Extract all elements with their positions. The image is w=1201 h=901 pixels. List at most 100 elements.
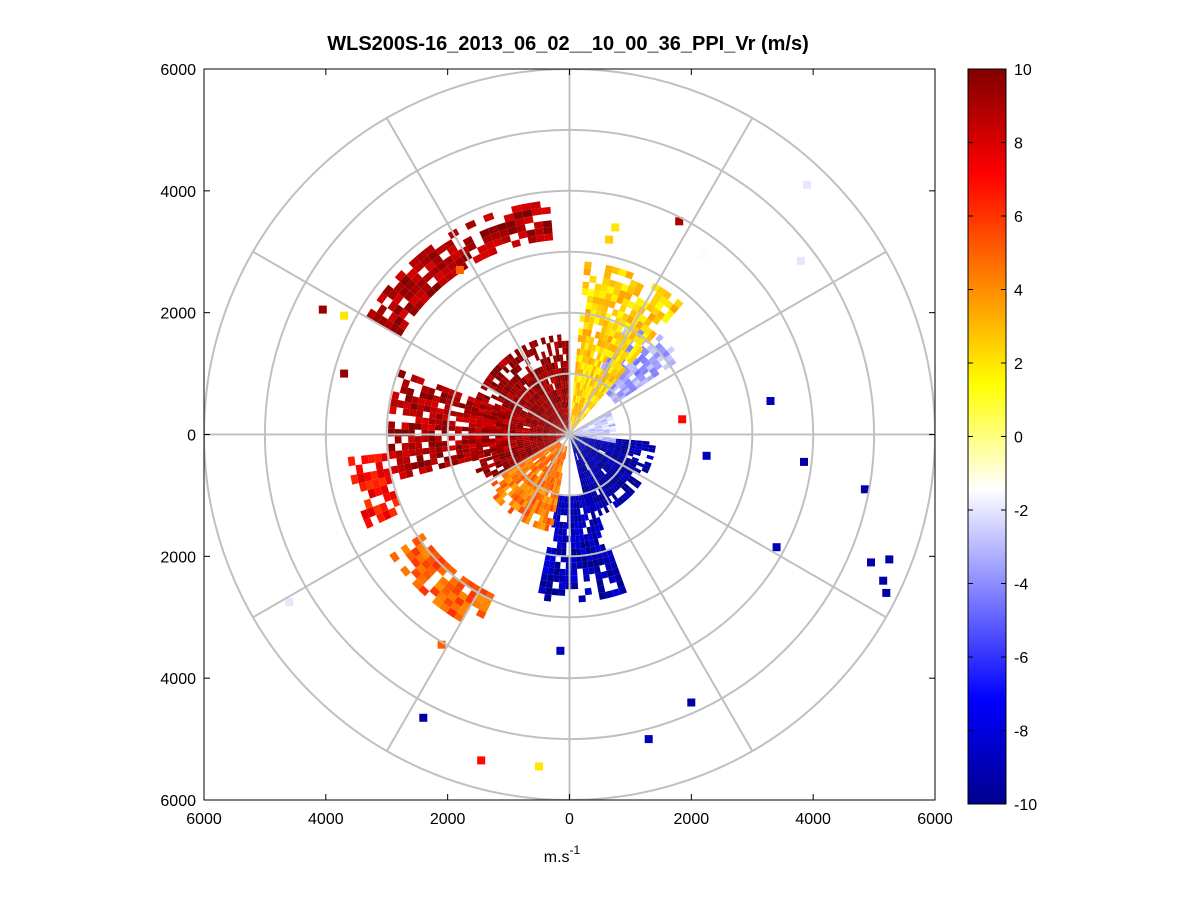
data-cell [536, 382, 542, 390]
data-cell [596, 431, 603, 433]
data-cell [557, 410, 562, 417]
data-cell [548, 560, 556, 569]
data-cell [414, 436, 422, 443]
data-cell [538, 420, 546, 425]
data-cell [575, 548, 582, 556]
data-cell [545, 422, 552, 426]
data-cell [530, 505, 537, 513]
data-cell [609, 429, 617, 432]
data-cell [563, 360, 567, 368]
data-cell [634, 479, 642, 486]
data-cell [594, 545, 602, 553]
data-cell [601, 305, 609, 314]
data-cell [388, 421, 396, 429]
data-cell [582, 427, 589, 431]
data-cell [415, 448, 423, 456]
data-cell [583, 398, 588, 406]
data-cell [429, 586, 441, 597]
data-cell [534, 353, 540, 361]
data-cell [570, 495, 574, 503]
data-cell [420, 282, 432, 294]
data-cell [549, 430, 557, 433]
data-cell [613, 450, 621, 455]
data-cell [539, 358, 546, 366]
data-cell [577, 419, 583, 425]
data-cell [651, 370, 660, 378]
data-cell [621, 445, 629, 450]
data-cell [509, 425, 517, 429]
data-cell [355, 464, 364, 475]
data-cell [551, 477, 556, 485]
data-cell [515, 431, 523, 434]
data-cell [544, 587, 553, 595]
data-cell [571, 440, 575, 448]
data-cell [594, 331, 601, 339]
data-cell [585, 492, 590, 500]
data-cell [501, 403, 509, 409]
data-cell [437, 276, 449, 287]
data-cell [426, 565, 437, 576]
data-point-13 [419, 713, 428, 722]
data-cell [543, 437, 550, 440]
data-cell [601, 441, 609, 445]
data-cell [583, 406, 588, 413]
data-cell [498, 452, 506, 458]
data-cell [575, 402, 578, 410]
data-cell [554, 441, 561, 447]
data-cell [598, 591, 607, 600]
data-cell [456, 449, 464, 455]
data-cell [570, 422, 573, 429]
data-cell [607, 418, 615, 423]
data-cell [661, 314, 671, 324]
data-cell [558, 501, 562, 509]
data-cell [575, 436, 583, 439]
data-cell [646, 303, 655, 313]
data-cell [586, 506, 591, 514]
data-cell [580, 442, 587, 447]
data-cell [556, 457, 560, 465]
data-cell [544, 424, 551, 428]
data-cell [600, 386, 607, 394]
data-cell [534, 384, 540, 392]
data-cell [489, 421, 497, 426]
data-cell [629, 462, 637, 468]
data-cell [508, 361, 516, 369]
data-cell [499, 407, 507, 413]
data-cell [603, 298, 611, 307]
data-cell [428, 435, 436, 442]
data-cell [611, 308, 619, 317]
data-cell [544, 411, 551, 417]
data-cell [528, 472, 535, 479]
data-cell [559, 424, 565, 430]
data-cell [583, 448, 589, 454]
data-cell [544, 466, 550, 474]
colorbar-tick-label: -2 [1014, 503, 1028, 520]
data-cell [522, 429, 530, 432]
data-cell [565, 387, 568, 395]
data-cell [551, 448, 558, 454]
data-cell [425, 393, 434, 401]
data-cell [488, 425, 496, 430]
data-cell [421, 436, 429, 443]
data-cell [599, 543, 607, 552]
data-cell [644, 335, 653, 344]
data-cell [599, 448, 607, 453]
data-cell [610, 455, 618, 461]
data-cell [531, 466, 538, 473]
data-cell [621, 312, 630, 322]
data-cell [540, 337, 547, 345]
data-cell [451, 586, 462, 597]
data-cell [531, 395, 538, 402]
x-tick-label: 4000 [308, 811, 344, 828]
data-cell [546, 452, 552, 458]
data-cell [519, 450, 527, 456]
data-cell [592, 446, 600, 451]
data-cell [576, 409, 580, 417]
data-cell [610, 383, 618, 391]
data-cell [429, 406, 438, 414]
data-cell [552, 390, 557, 398]
data-cell [584, 399, 589, 406]
data-cell [404, 279, 416, 291]
data-cell [555, 419, 561, 426]
data-cell [604, 327, 612, 336]
